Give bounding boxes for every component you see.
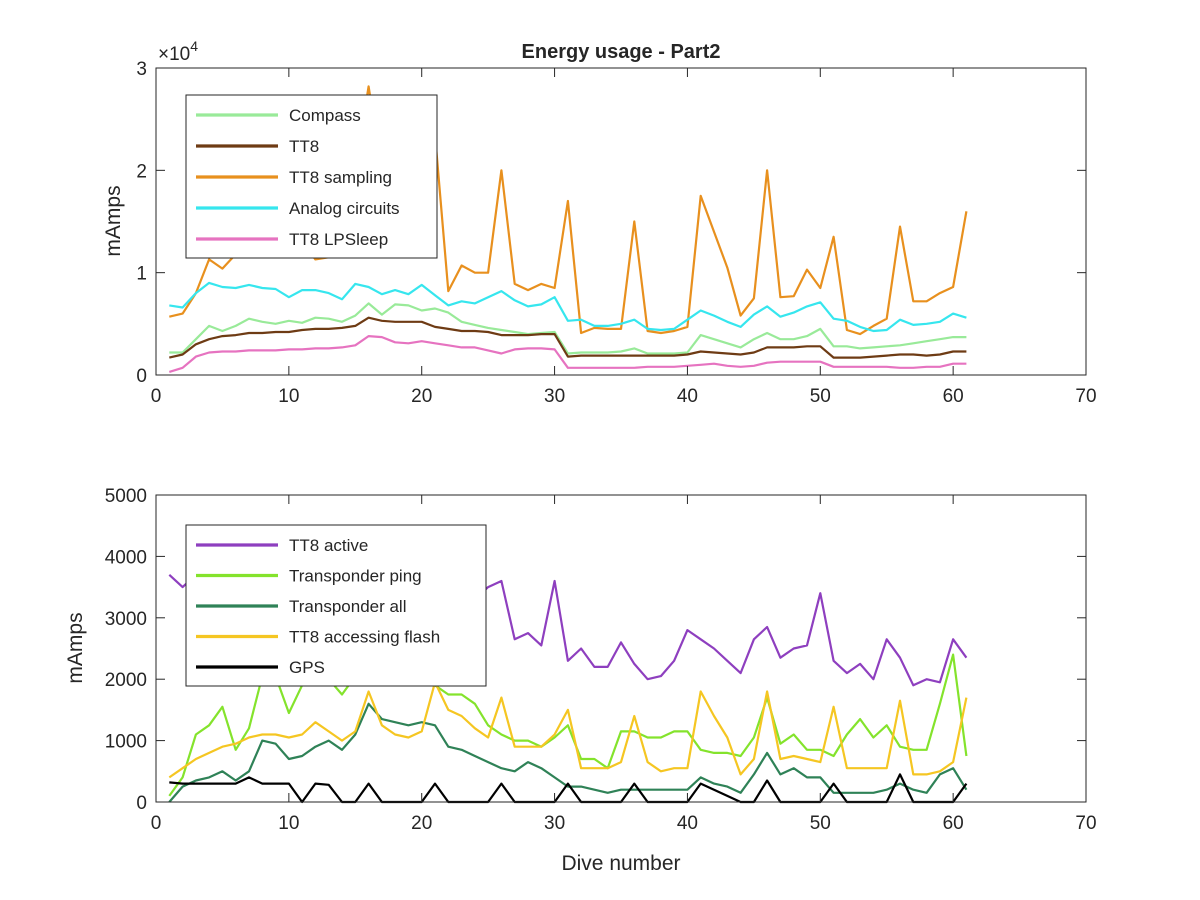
top-x-tick-label: 10	[278, 386, 299, 407]
bottom-x-tick-label: 10	[278, 813, 299, 834]
bottom-y-tick-label: 1000	[105, 732, 147, 753]
top-y-tick-label: 3	[136, 59, 147, 80]
top-y-tick-label: 1	[136, 264, 147, 285]
top-y-axis-label: mAmps	[102, 185, 125, 256]
top-x-tick-label: 20	[411, 386, 432, 407]
chart-title: Energy usage - Part2	[522, 41, 721, 63]
bottom-x-tick-label: 60	[943, 813, 964, 834]
top-legend-entries: Compass TT8 TT8 sampling Analog circuits TT8…	[196, 106, 400, 249]
series-line-tt8	[169, 316, 967, 359]
bottom-y-tick-label: 5000	[105, 486, 147, 507]
legend-label-gps: GPS	[289, 658, 325, 677]
legend-label-tt8-active: TT8 active	[289, 536, 368, 555]
top-ticks-layer: 0 10 20 30 40 50 60 70 0 1 2 3	[136, 59, 1096, 407]
top-axes: 0 10 20 30 40 50 60 70 0 1 2 3 Energy usage - Part2…	[102, 38, 1097, 407]
bottom-x-tick-label: 50	[810, 813, 831, 834]
legend-label-tt8-lpsleep: TT8 LPSleep	[289, 230, 388, 249]
legend-label-transponder-ping: Transponder ping	[289, 567, 422, 586]
legend-label-compass: Compass	[289, 106, 361, 125]
series-line-compass	[169, 302, 967, 355]
series-line-tt8-accessing-flash	[168, 681, 968, 779]
top-axes-box	[155, 67, 1087, 376]
top-legend: Compass TT8 TT8 sampling Analog circuits TT8…	[185, 94, 438, 259]
bottom-y-tick-label: 3000	[105, 609, 147, 630]
top-x-tick-label: 60	[943, 386, 964, 407]
bottom-y-axis-label: mAmps	[64, 612, 87, 683]
exponent-base: ×10	[158, 44, 190, 65]
bottom-y-tick-label: 2000	[105, 670, 147, 691]
top-y-tick-label: 0	[136, 366, 147, 387]
series-line-tt8-lpsleep	[168, 335, 967, 373]
bottom-x-axis-label: Dive number	[561, 852, 680, 875]
top-y-tick-label: 2	[136, 161, 147, 182]
legend-label-tt8: TT8	[289, 137, 319, 156]
series-line-transponder-all	[168, 702, 968, 803]
top-series-layer	[168, 85, 968, 373]
legend-label-analog-circuits: Analog circuits	[289, 199, 400, 218]
top-y-exponent: ×104	[158, 38, 198, 65]
bottom-x-tick-label: 40	[677, 813, 698, 834]
legend-label-tt8-sampling: TT8 sampling	[289, 168, 392, 187]
bottom-axes-box	[155, 494, 1087, 803]
top-x-tick-label: 50	[810, 386, 831, 407]
bottom-x-tick-label: 20	[411, 813, 432, 834]
exponent-power: 4	[190, 38, 198, 54]
legend-label-transponder-all: Transponder all	[289, 597, 407, 616]
bottom-legend: TT8 active Transponder ping Transponder al…	[185, 524, 487, 687]
bottom-y-tick-label: 0	[136, 793, 147, 814]
bottom-y-tick-label: 4000	[105, 547, 147, 568]
top-x-tick-label: 70	[1075, 386, 1096, 407]
bottom-x-tick-label: 70	[1075, 813, 1096, 834]
bottom-x-tick-label: 0	[151, 813, 162, 834]
bottom-x-tick-label: 30	[544, 813, 565, 834]
top-x-tick-label: 0	[151, 386, 162, 407]
bottom-ticks-layer: 0 10 20 30 40 50 60 70 0 1000 2000 3000 4000 5000	[105, 486, 1097, 834]
top-x-tick-label: 30	[544, 386, 565, 407]
bottom-legend-entries: TT8 active Transponder ping Transponder al…	[196, 536, 440, 677]
legend-label-tt8-accessing-flash: TT8 accessing flash	[289, 628, 440, 647]
top-x-tick-label: 40	[677, 386, 698, 407]
bottom-axes: 0 10 20 30 40 50 60 70 0 1000 2000 3000 4000 5000 Div…	[64, 486, 1097, 875]
series-line-analog-circuits	[169, 281, 967, 333]
